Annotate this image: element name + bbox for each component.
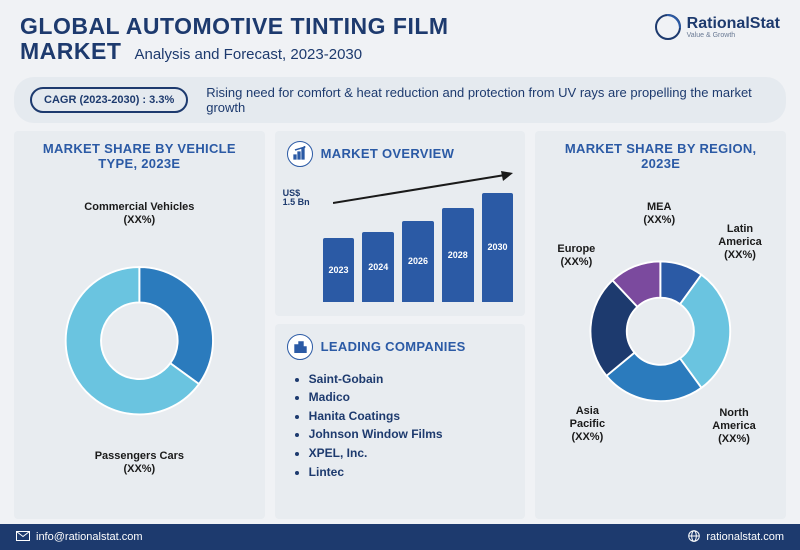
label-latam: Latin America(XX%) xyxy=(710,223,770,263)
buildings-icon xyxy=(287,334,313,360)
panel-title-overview: MARKET OVERVIEW xyxy=(321,146,455,161)
bar-2024: 2024 xyxy=(362,232,394,302)
title-block: GLOBAL AUTOMOTIVE TINTING FILM MARKET An… xyxy=(20,14,655,65)
col-left: MARKET SHARE BY VEHICLE TYPE, 2023E Comm… xyxy=(14,131,265,519)
main-grid: MARKET SHARE BY VEHICLE TYPE, 2023E Comm… xyxy=(0,131,800,519)
panel-leading-companies: LEADING COMPANIES Saint-GobainMadicoHani… xyxy=(275,324,526,519)
panel-market-overview: MARKET OVERVIEW US$1.5 Bn 20232024202620… xyxy=(275,131,526,316)
bar-2030: 2030 xyxy=(482,193,514,302)
cagr-band: CAGR (2023-2030) : 3.3% Rising need for … xyxy=(14,77,786,123)
title-line1: GLOBAL AUTOMOTIVE TINTING FILM xyxy=(20,14,655,39)
y-axis-label: US$1.5 Bn xyxy=(283,189,310,209)
logo-ring-icon xyxy=(655,14,681,40)
cagr-pill: CAGR (2023-2030) : 3.3% xyxy=(30,87,188,113)
panel-region: MARKET SHARE BY REGION, 2023E MEA(XX%) L… xyxy=(535,131,786,519)
footer-email: info@rationalstat.com xyxy=(16,531,143,544)
donut-region-wrap: MEA(XX%) Latin America(XX%) Europe(XX%) … xyxy=(547,171,774,501)
band-text: Rising need for comfort & heat reduction… xyxy=(206,85,770,115)
company-item: Saint-Gobain xyxy=(309,370,514,389)
company-item: XPEL, Inc. xyxy=(309,444,514,463)
company-item: Lintec xyxy=(309,463,514,482)
label-passenger: Passengers Cars (XX%) xyxy=(26,450,253,476)
label-nam: Asia Pacific(XX%) xyxy=(557,405,617,445)
company-item: Johnson Window Films xyxy=(309,425,514,444)
chart-up-icon xyxy=(287,141,313,167)
logo-tagline: Value & Growth xyxy=(687,32,780,39)
logo: RationalStat Value & Growth xyxy=(655,14,780,40)
logo-text: RationalStat xyxy=(687,16,780,32)
footer-site: rationalstat.com xyxy=(688,530,784,545)
col-mid: MARKET OVERVIEW US$1.5 Bn 20232024202620… xyxy=(275,131,526,519)
globe-icon xyxy=(688,530,700,545)
company-item: Madico xyxy=(309,388,514,407)
label-europe: Europe(XX%) xyxy=(551,243,601,269)
title-line2: MARKET Analysis and Forecast, 2023-2030 xyxy=(20,39,655,64)
col-right: MARKET SHARE BY REGION, 2023E MEA(XX%) L… xyxy=(535,131,786,519)
panel-title-vehicle: MARKET SHARE BY VEHICLE TYPE, 2023E xyxy=(26,141,253,171)
companies-list: Saint-GobainMadicoHanita CoatingsJohnson… xyxy=(309,370,514,482)
donut-vehicle-wrap: Commercial Vehicles (XX%) Passengers Car… xyxy=(26,171,253,501)
label-mea: MEA(XX%) xyxy=(643,201,675,227)
panel-title-region: MARKET SHARE BY REGION, 2023E xyxy=(547,141,774,171)
mail-icon xyxy=(16,531,30,544)
bar-2028: 2028 xyxy=(442,208,474,302)
header: GLOBAL AUTOMOTIVE TINTING FILM MARKET An… xyxy=(0,0,800,71)
title-line2-rest: Analysis and Forecast, 2023-2030 xyxy=(134,46,362,63)
bar-chart: 20232024202620282030 xyxy=(323,193,514,302)
label-commercial: Commercial Vehicles (XX%) xyxy=(26,201,253,227)
label-apac: North America(XX%) xyxy=(704,407,764,447)
title-line2-bold: MARKET xyxy=(20,38,121,64)
bar-2026: 2026 xyxy=(402,221,434,302)
bar-2023: 2023 xyxy=(323,238,355,301)
footer: info@rationalstat.com rationalstat.com xyxy=(0,524,800,550)
panel-title-companies: LEADING COMPANIES xyxy=(321,339,466,354)
company-item: Hanita Coatings xyxy=(309,407,514,426)
panel-vehicle-type: MARKET SHARE BY VEHICLE TYPE, 2023E Comm… xyxy=(14,131,265,519)
